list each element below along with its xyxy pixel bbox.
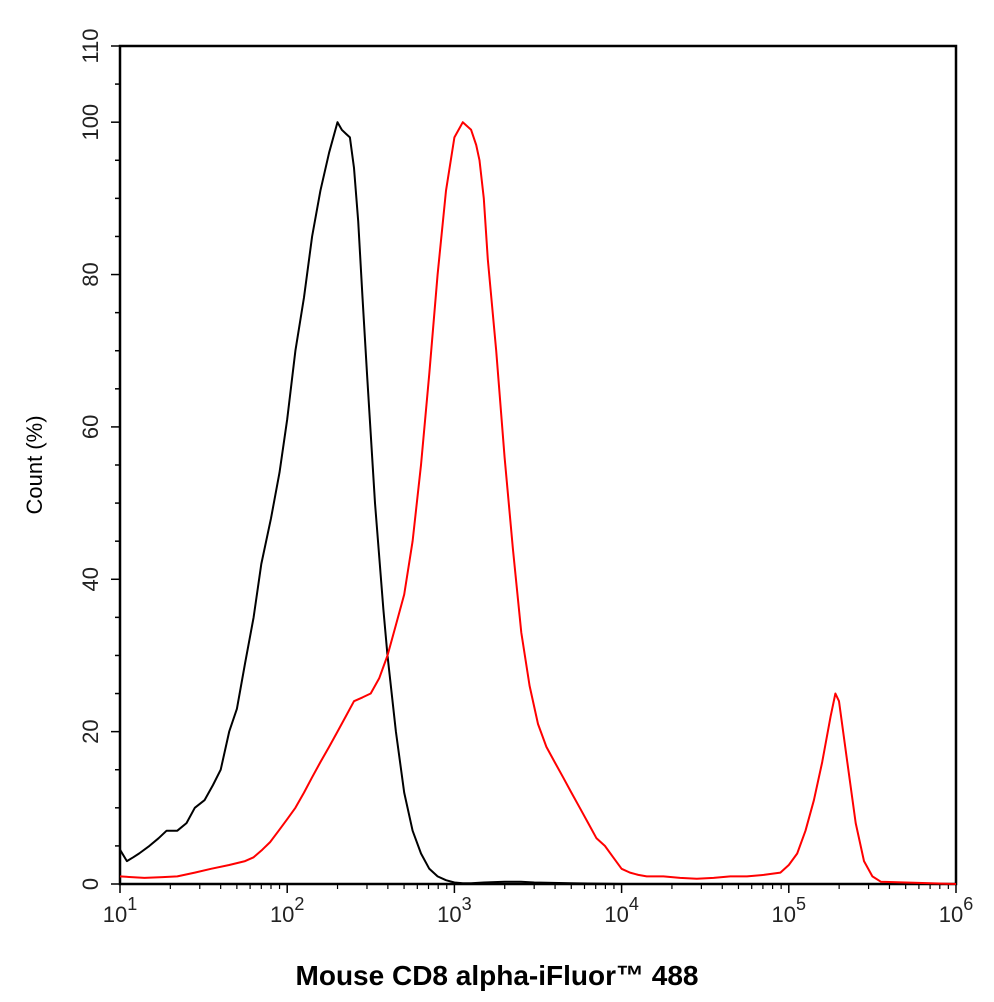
- y-tick-label: 20: [78, 719, 103, 743]
- series-line-1: [119, 121, 956, 885]
- x-tick-label: 104: [604, 894, 639, 927]
- x-tick-label: 101: [103, 894, 138, 927]
- y-axis-title: Count (%): [22, 415, 47, 514]
- x-tick-label: 102: [270, 894, 305, 927]
- x-tick-label: 105: [772, 894, 807, 927]
- series-line-2: [119, 121, 957, 885]
- y-tick-label: 40: [78, 567, 103, 591]
- x-axis-title: Mouse CD8 alpha-iFluor™ 488: [296, 960, 699, 991]
- y-tick-label: 100: [78, 104, 103, 141]
- tick-labels: 0 20 40 60 80 100 110 101 102 103 104 105 106: [78, 28, 973, 927]
- x-tick-label: 103: [437, 894, 472, 927]
- axis-ticks: [111, 45, 957, 893]
- x-tick-label: 106: [939, 894, 974, 927]
- y-tick-label: 60: [78, 415, 103, 439]
- y-tick-label: 110: [78, 28, 103, 63]
- y-tick-label: 0: [78, 878, 103, 890]
- y-tick-label: 80: [78, 262, 103, 286]
- plot-frame: [118, 44, 958, 886]
- series-layer: [119, 121, 957, 885]
